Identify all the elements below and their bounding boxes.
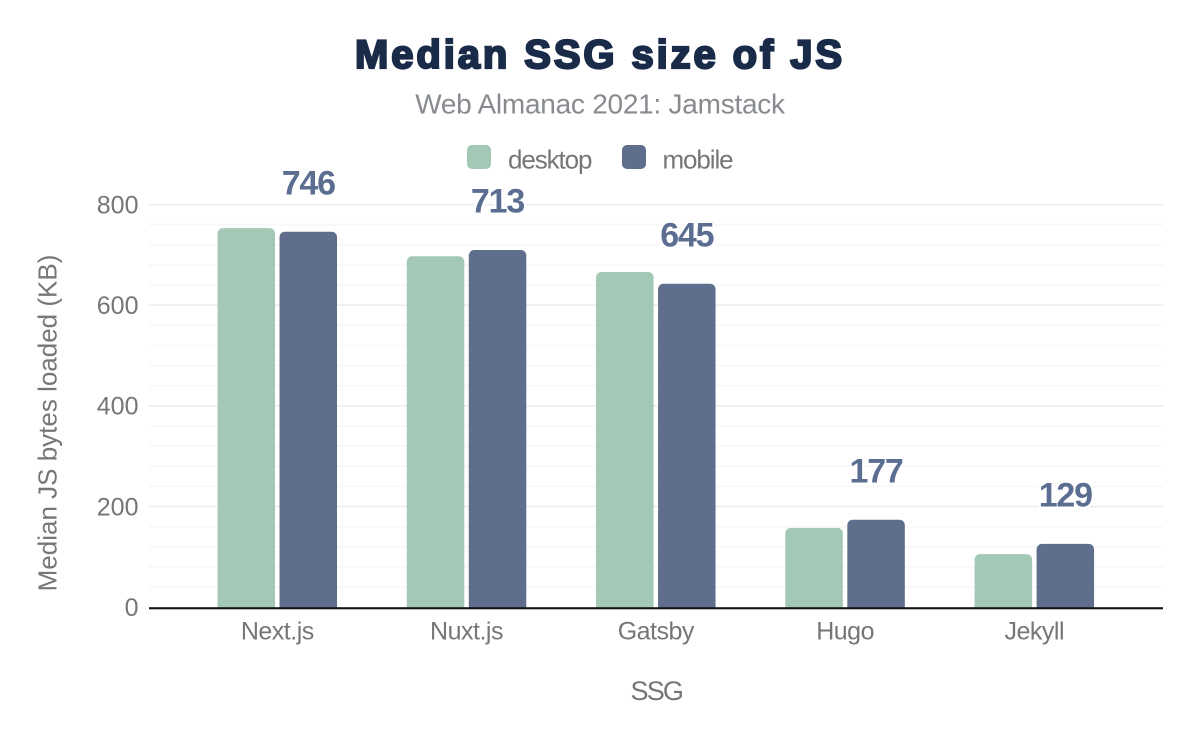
- svg-text:Gatsby: Gatsby: [618, 618, 695, 646]
- svg-text:713: 713: [471, 182, 524, 220]
- svg-text:Nuxt.js: Nuxt.js: [430, 618, 503, 646]
- svg-text:Web Almanac 2021: Jamstack: Web Almanac 2021: Jamstack: [415, 88, 786, 119]
- svg-text:800: 800: [97, 191, 139, 219]
- svg-text:645: 645: [660, 216, 713, 254]
- svg-text:177: 177: [850, 452, 903, 490]
- svg-text:746: 746: [282, 165, 335, 203]
- svg-text:desktop: desktop: [508, 144, 592, 174]
- svg-text:0: 0: [125, 594, 139, 622]
- svg-text:200: 200: [97, 493, 139, 521]
- svg-text:Jekyll: Jekyll: [1005, 618, 1065, 646]
- svg-text:SSG: SSG: [630, 676, 682, 706]
- svg-text:Hugo: Hugo: [816, 618, 874, 646]
- svg-text:400: 400: [97, 393, 139, 421]
- svg-text:Next.js: Next.js: [241, 618, 314, 646]
- svg-text:600: 600: [97, 292, 139, 320]
- svg-text:Median SSG size of JS: Median SSG size of JS: [355, 33, 845, 77]
- svg-text:mobile: mobile: [663, 144, 734, 174]
- svg-text:129: 129: [1039, 477, 1092, 515]
- svg-text:Median JS bytes loaded (KB): Median JS bytes loaded (KB): [33, 255, 63, 592]
